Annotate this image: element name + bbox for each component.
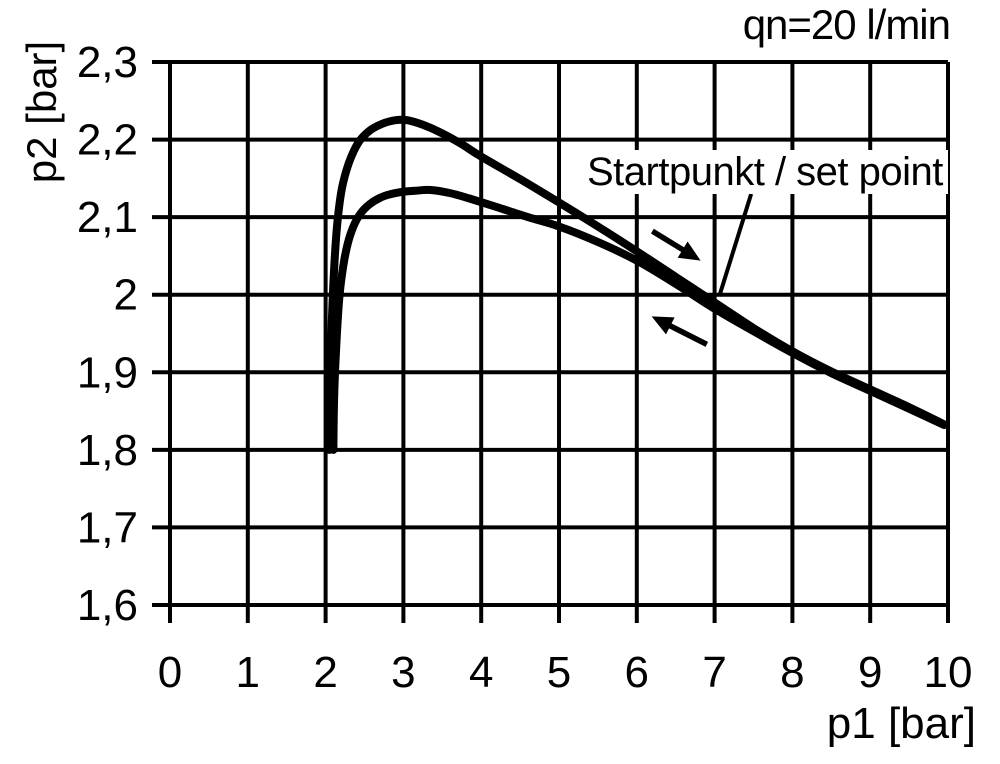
- x-tick-label: 1: [236, 648, 260, 697]
- x-tick-label: 9: [858, 648, 882, 697]
- x-axis-label: p1 [bar]: [826, 699, 976, 748]
- y-tick-label: 2,1: [77, 193, 138, 242]
- x-tick-label: 10: [924, 648, 973, 697]
- annotation-leader-line: [717, 193, 754, 297]
- curve-return: [329, 185, 949, 454]
- y-tick-label: 2: [114, 271, 138, 320]
- annotation-set-point-label: Startpunkt / set point: [582, 150, 948, 194]
- return-direction-arrow-shaft: [667, 322, 709, 347]
- forward-direction-arrow-head: [677, 241, 701, 261]
- forward-direction-arrow: [650, 228, 701, 261]
- x-tick-label: 8: [780, 648, 804, 697]
- return-direction-arrow: [651, 316, 709, 347]
- x-tick-label: 7: [702, 648, 726, 697]
- x-tick-label: 0: [158, 648, 182, 697]
- y-tick-label: 2,2: [77, 116, 138, 165]
- x-tick-label: 3: [391, 648, 415, 697]
- return-direction-arrow-head: [651, 316, 675, 335]
- x-tick-label: 5: [547, 648, 571, 697]
- y-tick-label: 1,9: [77, 348, 138, 397]
- y-axis-label: p2 [bar]: [18, 40, 65, 184]
- y-tick-label: 1,7: [77, 503, 138, 552]
- x-tick-label: 4: [469, 648, 493, 697]
- y-tick-label: 1,8: [77, 426, 138, 475]
- chart-title: qn=20 l/min: [742, 1, 951, 48]
- x-tick-label: 6: [625, 648, 649, 697]
- y-tick-label: 1,6: [77, 581, 138, 630]
- y-tick-label: 2,3: [77, 38, 138, 87]
- forward-direction-arrow-shaft: [650, 228, 686, 254]
- x-tick-label: 2: [313, 648, 337, 697]
